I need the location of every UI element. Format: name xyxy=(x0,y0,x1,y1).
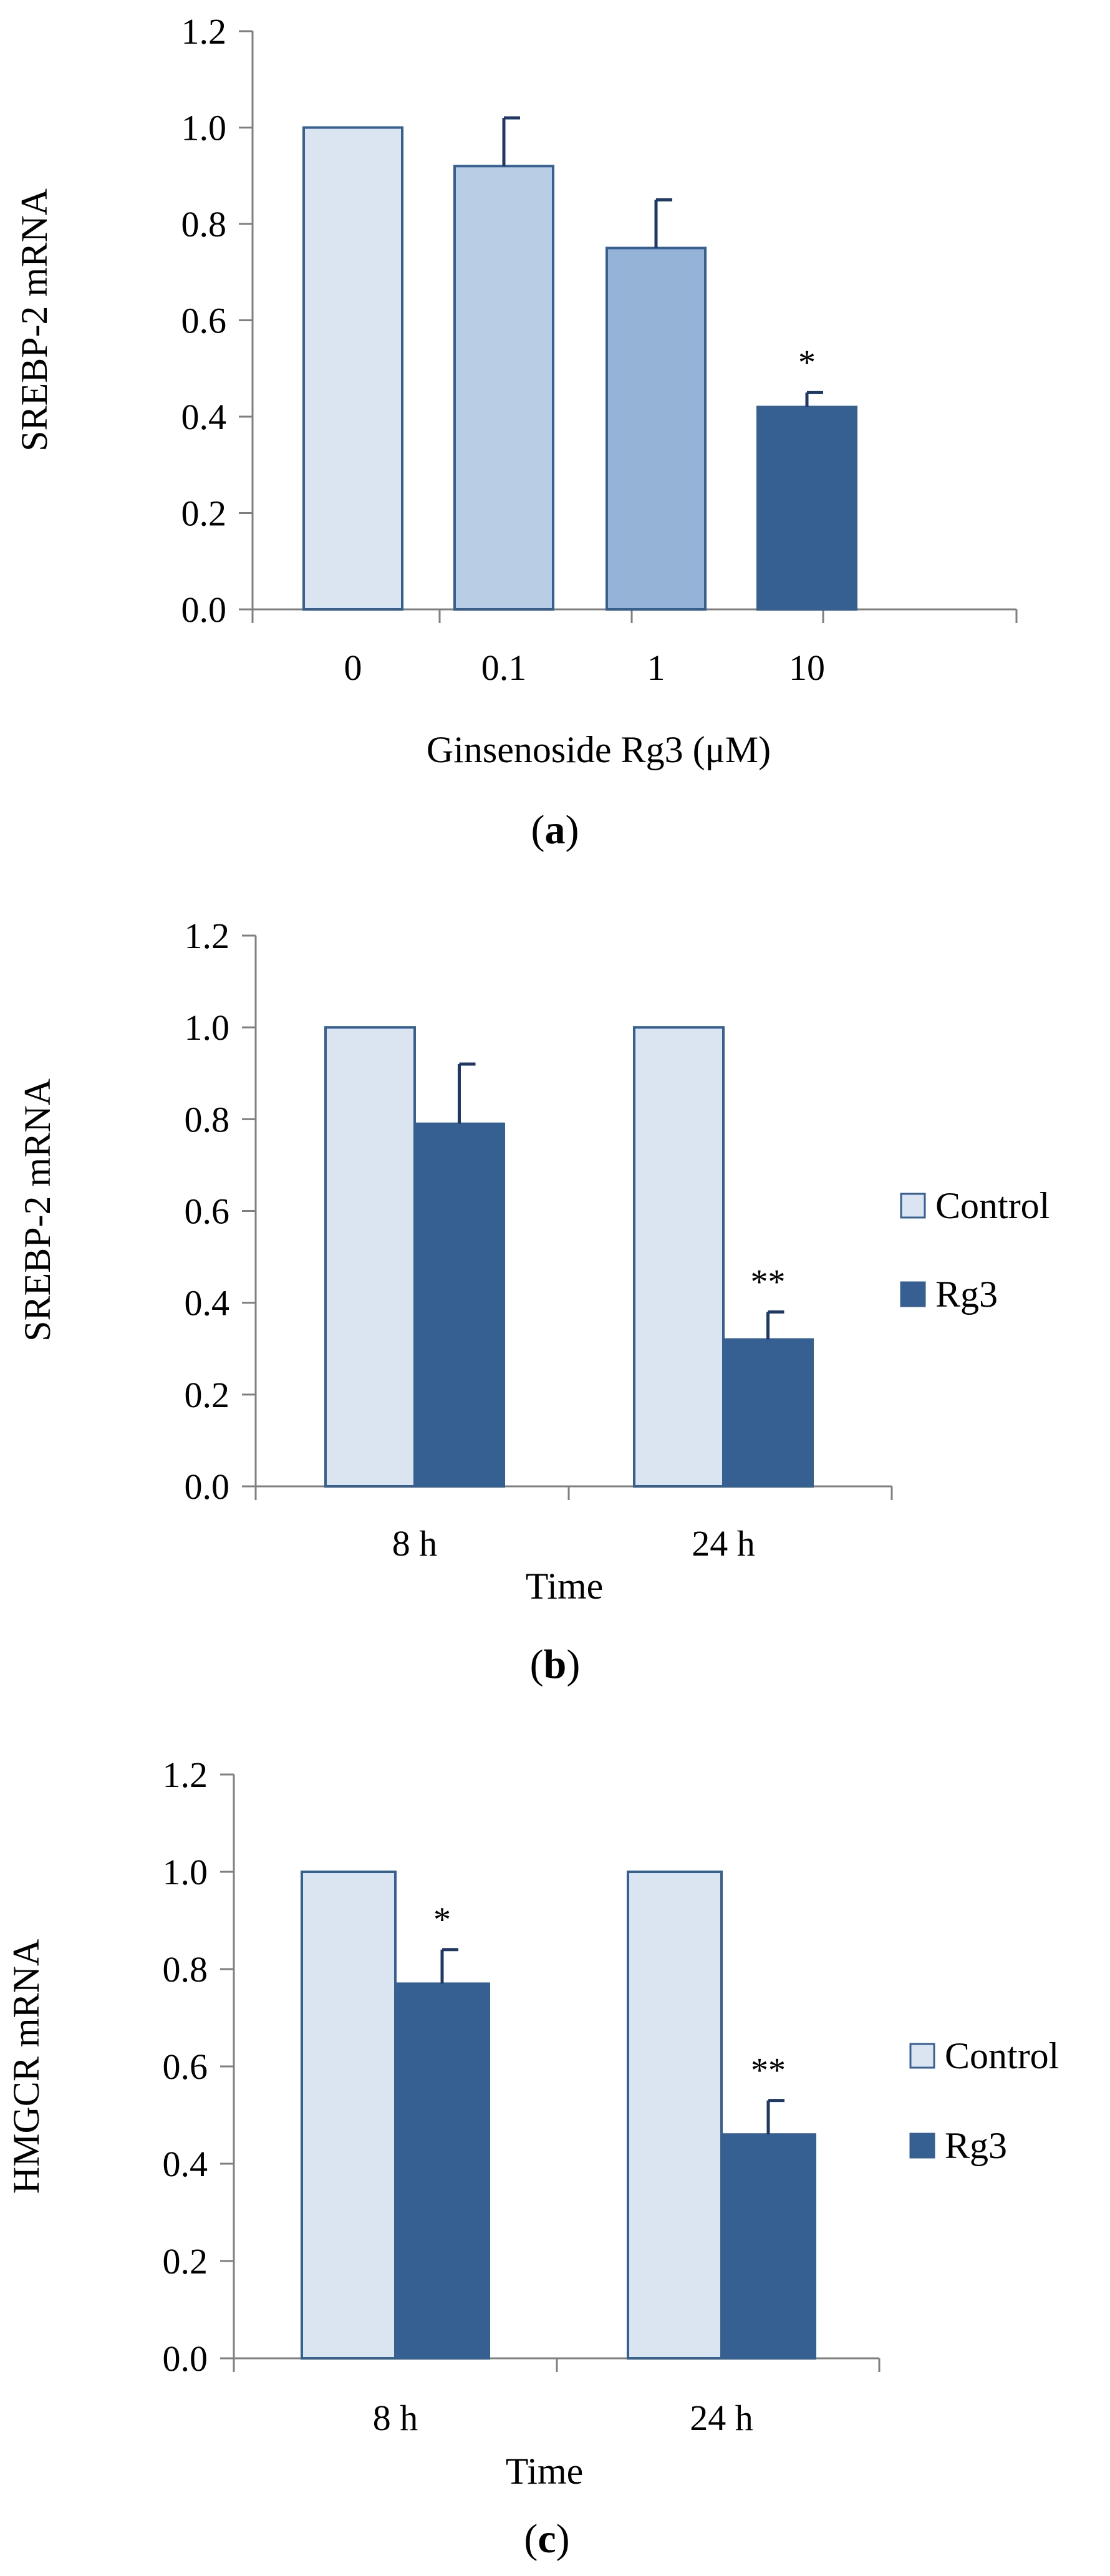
panel-label: (c) xyxy=(524,2516,569,2562)
y-tick-label: 0.2 xyxy=(185,1375,230,1415)
panel-label-letter: a xyxy=(545,807,566,853)
panel-label-open-paren: ( xyxy=(524,2516,538,2562)
legend: Control Rg3 xyxy=(909,2035,1059,2166)
bar-control xyxy=(627,1871,723,2360)
bar-control xyxy=(633,1026,725,1488)
y-tick-label: 0.4 xyxy=(181,397,227,437)
y-tick-label: 0.4 xyxy=(163,2144,208,2184)
y-tick-label: 0.8 xyxy=(163,1949,208,1990)
legend-swatch xyxy=(900,1193,926,1219)
x-axis-title: Ginsenoside Rg3 (μM) xyxy=(427,729,771,770)
x-tick-label: 0 xyxy=(344,647,362,688)
panel-label-open-paren: ( xyxy=(530,1642,544,1687)
y-tick-label: 0.6 xyxy=(181,301,227,341)
bar xyxy=(756,405,857,611)
panel-label: (a) xyxy=(531,807,579,853)
bar xyxy=(606,246,707,611)
legend-label: Rg3 xyxy=(945,2125,1007,2166)
chart-panel-a: 0.0 0.2 0.4 0.6 0.8 1.0 1.2 0 0.1 1 * 10 Ginsenoside… xyxy=(14,11,1018,853)
bar-control xyxy=(324,1026,416,1488)
x-axis-title: Time xyxy=(526,1566,604,1607)
legend-swatch xyxy=(909,2043,935,2069)
x-tick-label: 1 xyxy=(647,647,665,688)
legend-label: Control xyxy=(945,2035,1059,2076)
bar xyxy=(453,165,554,611)
significance-marker: * xyxy=(798,343,816,382)
legend-label: Control xyxy=(935,1185,1050,1226)
panel-label-letter: c xyxy=(538,2516,556,2562)
y-tick-label: 0.8 xyxy=(181,204,227,245)
panel-label-close-paren: ) xyxy=(556,2516,570,2562)
y-axis-title: SREBP-2 mRNA xyxy=(17,1078,58,1342)
significance-marker: ** xyxy=(751,2051,786,2090)
y-tick-label: 0.4 xyxy=(185,1283,230,1324)
y-tick-label: 1.0 xyxy=(185,1007,230,1048)
panel-label: (b) xyxy=(530,1642,581,1687)
y-tick-label: 0.6 xyxy=(185,1191,230,1232)
bar-rg3 xyxy=(394,1982,490,2360)
x-tick-label: 10 xyxy=(789,647,825,688)
panel-label-letter: b xyxy=(544,1642,567,1687)
panel-label-close-paren: ) xyxy=(566,1642,580,1687)
panel-label-open-paren: ( xyxy=(531,807,545,853)
x-tick-label: 8 h xyxy=(373,2398,418,2438)
y-tick-label: 0.0 xyxy=(163,2338,208,2379)
y-tick-label: 1.0 xyxy=(163,1852,208,1892)
y-axis-title: SREBP-2 mRNA xyxy=(14,188,55,452)
y-tick-label: 1.0 xyxy=(181,108,227,148)
legend-swatch xyxy=(900,1281,926,1307)
x-tick-label: 0.1 xyxy=(481,647,527,688)
bar-rg3 xyxy=(720,2133,816,2360)
chart-panel-c: 0.0 0.2 0.4 0.6 0.8 1.0 1.2 * 8 h ** 24 h Control Rg… xyxy=(6,1755,1059,2562)
y-tick-label: 0.2 xyxy=(181,493,227,534)
x-tick-label: 24 h xyxy=(690,2398,753,2438)
y-tick-label: 0.6 xyxy=(163,2046,208,2087)
y-tick-label: 0.0 xyxy=(181,589,227,630)
y-tick-label: 1.2 xyxy=(163,1755,208,1795)
legend: Control Rg3 xyxy=(900,1185,1050,1315)
significance-marker: ** xyxy=(751,1262,786,1301)
bar-rg3 xyxy=(413,1122,505,1488)
y-tick-label: 0.0 xyxy=(185,1466,230,1507)
significance-marker: * xyxy=(433,1901,451,1939)
y-tick-label: 1.2 xyxy=(181,11,227,52)
x-tick-label: 8 h xyxy=(392,1523,438,1564)
y-tick-label: 0.8 xyxy=(185,1099,230,1140)
bar xyxy=(302,126,403,611)
x-tick-label: 24 h xyxy=(692,1523,755,1564)
y-tick-label: 0.2 xyxy=(163,2241,208,2282)
legend-swatch xyxy=(909,2133,935,2159)
legend-label: Rg3 xyxy=(935,1274,998,1315)
y-tick-label: 1.2 xyxy=(185,916,230,956)
y-axis-title: HMGCR mRNA xyxy=(6,1939,47,2194)
chart-panel-b: 0.0 0.2 0.4 0.6 0.8 1.0 1.2 8 h ** 24 h Control Rg3… xyxy=(17,916,1050,1687)
bar-control xyxy=(301,1871,397,2360)
x-axis-title: Time xyxy=(506,2451,584,2492)
bar-rg3 xyxy=(722,1338,814,1488)
panel-label-close-paren: ) xyxy=(566,807,579,853)
